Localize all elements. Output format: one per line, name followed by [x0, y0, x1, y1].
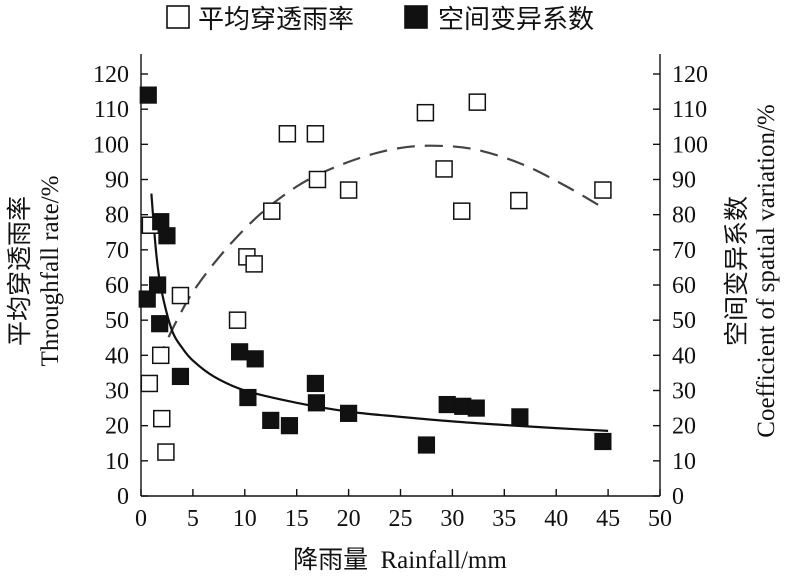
throughfall-point [157, 443, 175, 461]
right-y-tick-label: 100 [672, 132, 708, 158]
left-y-tick-label: 90 [105, 168, 129, 194]
throughfall-point [452, 202, 471, 220]
variation-point [262, 411, 280, 429]
legend: 平均穿透雨率 空间变异系数 [166, 5, 594, 35]
throughfall-point [228, 311, 247, 329]
x-tick-label: 20 [337, 506, 361, 532]
variation-point [246, 350, 264, 368]
x-axis-title-en: Rainfall/mm [380, 547, 507, 574]
right-y-ticks: 0 10 20 30 40 50 60 70 80 90 100 110 120 [653, 62, 708, 510]
right-y-tick-label: 60 [672, 273, 696, 299]
x-tick-label: 30 [440, 506, 464, 532]
x-tick-label: 50 [648, 506, 672, 532]
variation-point [438, 395, 456, 414]
throughfall-point [278, 125, 297, 143]
variation-point [149, 276, 167, 294]
throughfall-point [153, 409, 171, 428]
right-y-tick-label: 70 [672, 238, 696, 264]
right-y-tick-label: 110 [672, 97, 707, 123]
left-y-ticks: 0 10 20 30 40 50 60 70 80 90 100 110 120 [93, 62, 148, 510]
left-y-tick-label: 40 [105, 343, 129, 369]
right-y-tick-label: 30 [672, 379, 696, 405]
right-y-tick-label: 20 [672, 414, 696, 440]
throughfall-point [594, 181, 612, 199]
left-y-tick-label: 120 [93, 62, 129, 88]
variation-fit-curve [150, 193, 609, 432]
throughfall-point [263, 202, 281, 220]
variation-point [139, 86, 157, 104]
throughfall-point [306, 125, 325, 143]
variation-point [138, 290, 156, 308]
throughfall-fit-curve [155, 144, 604, 363]
x-tick-label: 0 [135, 506, 147, 532]
x-tick-label: 5 [187, 506, 199, 532]
left-y-tick-label: 50 [105, 308, 129, 334]
variation-point [594, 432, 612, 451]
right-y-tick-label: 50 [672, 308, 696, 334]
variation-point [158, 227, 176, 245]
throughfall-point [416, 103, 435, 122]
right-y-tick-label: 80 [672, 203, 696, 229]
right-y-tick-label: 10 [672, 449, 696, 475]
variation-point [231, 343, 249, 361]
legend-label-throughfall: 平均穿透雨率 [198, 5, 354, 35]
x-tick-label: 45 [596, 506, 620, 532]
right-y-tick-label: 90 [672, 168, 696, 194]
variation-point [151, 315, 169, 333]
x-tick-label: 25 [389, 506, 413, 532]
x-axis-title: 降雨量 Rainfall/mm [293, 546, 507, 574]
left-axis-title-cn: 平均穿透雨率 [6, 196, 34, 346]
variation-point [239, 388, 257, 407]
left-y-tick-label: 80 [105, 203, 129, 229]
legend-label-variation: 空间变异系数 [438, 5, 594, 35]
left-y-tick-label: 70 [105, 238, 129, 264]
throughfall-points [140, 93, 612, 461]
left-y-tick-label: 10 [105, 449, 129, 475]
left-y-tick-label: 110 [94, 97, 129, 123]
throughfall-point [435, 160, 453, 178]
right-y-tick-label: 120 [672, 62, 708, 88]
left-y-tick-label: 60 [105, 273, 129, 299]
legend-filled-square-icon [404, 5, 428, 29]
left-y-tick-label: 100 [93, 132, 129, 158]
legend-open-square-icon [166, 5, 190, 29]
left-y-tick-label: 20 [105, 414, 129, 440]
variation-point [306, 374, 324, 393]
x-tick-label: 35 [492, 506, 516, 532]
variation-point [340, 404, 358, 422]
x-axis-title-cn: 降雨量 [293, 546, 368, 574]
x-tick-label: 40 [544, 506, 568, 532]
variation-point [280, 417, 299, 435]
x-ticks: 0 5 10 15 20 25 30 35 40 45 50 [135, 489, 672, 532]
x-tick-label: 10 [233, 506, 257, 532]
variation-point [171, 367, 190, 386]
variation-point [467, 399, 485, 417]
throughfall-point [171, 286, 190, 305]
variation-point [417, 436, 436, 454]
left-axis-title-en: Throughfall rate/% [37, 176, 64, 367]
throughfall-point [245, 255, 263, 273]
right-y-tick-label: 0 [672, 484, 684, 510]
throughfall-point [510, 191, 528, 210]
throughfall-point [308, 170, 327, 189]
right-y-tick-label: 40 [672, 343, 696, 369]
throughfall-point [151, 346, 170, 365]
right-axis-title-en: Coefficient of spatial variation/% [753, 104, 780, 437]
variation-point [511, 408, 529, 426]
left-y-tick-label: 0 [117, 484, 129, 510]
throughfall-point [339, 181, 358, 199]
variation-point [307, 394, 326, 412]
left-y-tick-label: 30 [105, 379, 129, 405]
throughfall-point [468, 93, 487, 111]
variation-points [138, 86, 612, 454]
throughfall-point [140, 374, 159, 393]
x-tick-label: 15 [285, 506, 309, 532]
right-axis-title-cn: 空间变异系数 [723, 196, 751, 346]
